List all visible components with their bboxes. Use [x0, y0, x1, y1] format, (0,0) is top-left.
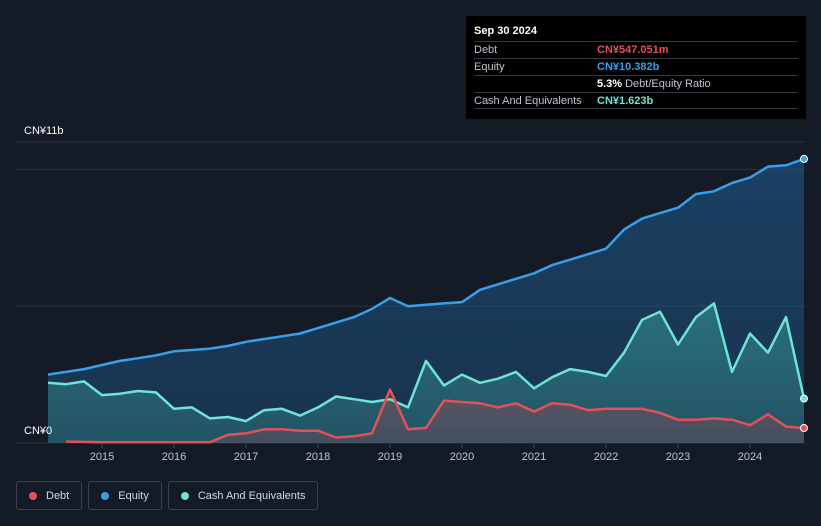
- tooltip-equity-label: Equity: [474, 61, 505, 73]
- tooltip-ratio-value: 5.3%: [597, 78, 623, 90]
- line-debt: [65, 388, 805, 444]
- endpoint-debt: [800, 424, 808, 433]
- y-axis-top-label: CN¥11b: [24, 125, 64, 137]
- x-tick-label-2018: 2018: [306, 451, 330, 463]
- legend-dot-debt: [29, 491, 37, 500]
- tooltip-debt-value: CN¥547.051m: [597, 44, 669, 56]
- legend-label-debt: Debt: [46, 489, 70, 502]
- tooltip-ratio-text: Debt/Equity Ratio: [625, 78, 711, 90]
- tooltip-cash-value: CN¥1.623b: [597, 94, 654, 107]
- legend-dot-equity: [101, 491, 110, 500]
- x-tick-label-2019: 2019: [378, 451, 402, 463]
- tooltip: Sep 30 2024 Debt CN¥547.051m Equity CN¥1…: [466, 16, 806, 119]
- y-axis-bottom-label: CN¥0: [24, 425, 53, 437]
- tooltip-debt-label: Debt: [474, 44, 498, 56]
- tooltip-equity-value: CN¥10.382b: [597, 61, 660, 73]
- endpoint-cash: [800, 394, 808, 403]
- tooltip-row-ratio: 5.3% Debt/Equity Ratio: [474, 75, 798, 92]
- tooltip-row-cash: Cash And Equivalents CN¥1.623b: [474, 92, 798, 109]
- x-tick-label-2016: 2016: [162, 451, 186, 463]
- x-tick-label-2021: 2021: [522, 451, 546, 463]
- x-tick-label-2020: 2020: [450, 451, 474, 463]
- endpoint-equity: [800, 154, 808, 163]
- legend-label-equity: Equity: [118, 489, 149, 502]
- tooltip-date: Sep 30 2024: [474, 25, 537, 37]
- legend-item-cash[interactable]: Cash And Equivalents: [167, 481, 319, 510]
- x-tick-label-2015: 2015: [90, 451, 114, 463]
- x-tick-label-2024: 2024: [738, 451, 762, 463]
- legend-item-debt[interactable]: Debt: [16, 481, 83, 510]
- line-cash: [47, 302, 806, 423]
- tooltip-row-equity: Equity CN¥10.382b: [474, 58, 798, 75]
- tooltip-cash-label: Cash And Equivalents: [474, 94, 582, 107]
- legend-item-equity[interactable]: Equity: [88, 481, 162, 510]
- legend: Debt Equity Cash And Equivalents: [16, 481, 319, 510]
- x-tick-label-2017: 2017: [234, 451, 258, 463]
- line-equity: [47, 157, 805, 376]
- legend-label-cash: Cash And Equivalents: [197, 489, 306, 502]
- tooltip-row-debt: Debt CN¥547.051m: [474, 41, 798, 58]
- x-tick-label-2022: 2022: [594, 451, 618, 463]
- x-tick-label-2023: 2023: [666, 451, 690, 463]
- legend-dot-cash: [180, 491, 189, 500]
